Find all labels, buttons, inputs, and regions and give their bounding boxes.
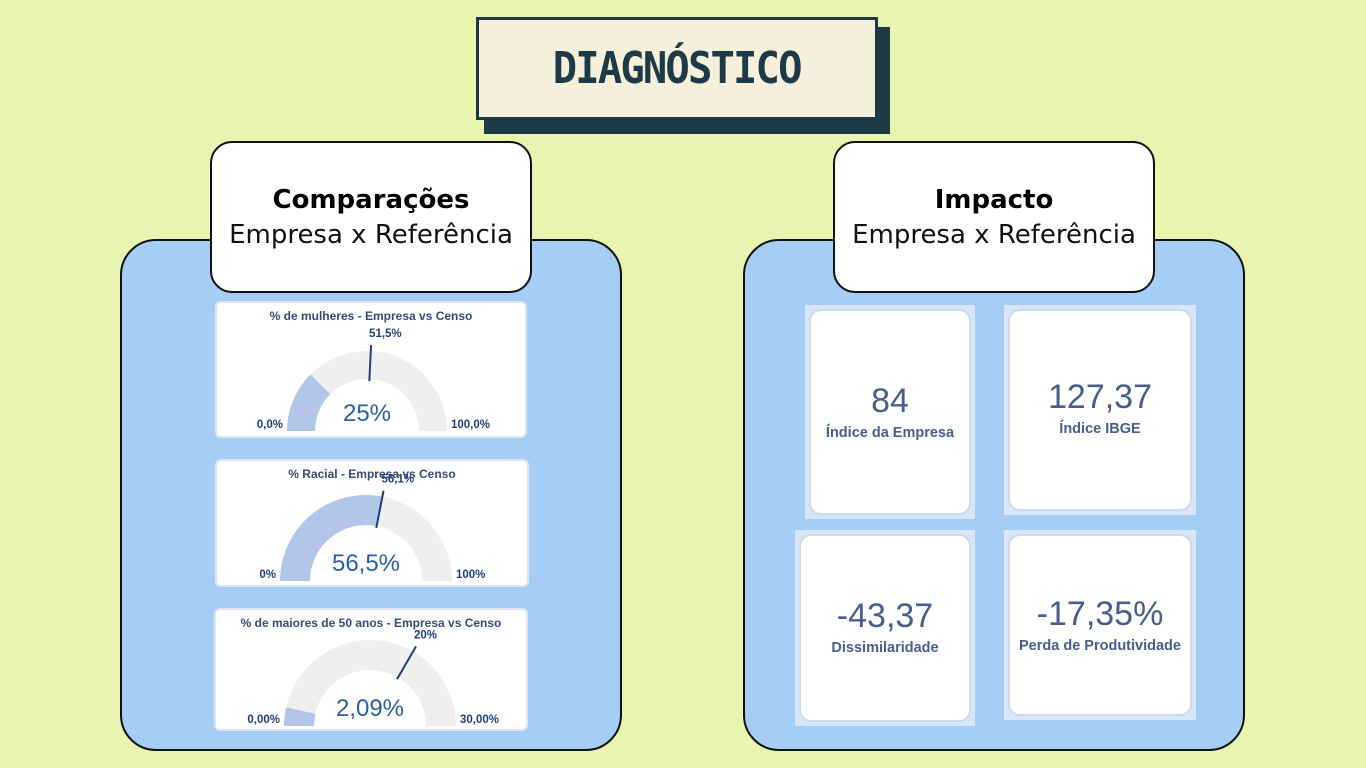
kpi-value: -17,35% [1036,595,1164,633]
impact-tab: Impacto Empresa x Referência [833,141,1155,293]
kpi-value: 127,37 [1048,378,1152,416]
gauge-min-label: 0,00% [247,714,280,726]
gauge-title: % de mulheres - Empresa vs Censo [269,309,473,323]
gauge-target-label: 51,5% [369,328,402,340]
gauge-target-line [396,645,417,680]
comparisons-subheading: Empresa x Referência [229,220,513,250]
gauge-card-women[interactable]: % de mulheres - Empresa vs Censo 51,5% 0… [215,301,527,438]
gauge-title: % Racial - Empresa vs Censo [288,467,456,481]
gauge-min-label: 0% [259,569,276,581]
gauge-center-value: 2,09% [336,695,404,722]
kpi-label: Índice da Empresa [825,425,955,441]
gauge-card-over50[interactable]: % de maiores de 50 anos - Empresa vs Cen… [214,608,528,731]
gauge-card-racial[interactable]: % Racial - Empresa vs Censo 56,1% 0% 100… [215,459,529,587]
gauge-value-arc [280,495,384,581]
kpi-card-company-index[interactable]: 84 Índice da Empresa [809,309,971,515]
kpi-card-productivity-loss[interactable]: -17,35% Perda de Produtividade [1008,534,1192,716]
gauge-value-arc [287,374,331,431]
kpi-value: -43,37 [836,597,934,635]
comparisons-heading: Comparações [272,185,470,215]
kpi-label: Índice IBGE [1059,421,1141,437]
impact-heading: Impacto [934,185,1054,215]
gauge-value-arc [284,707,316,726]
gauge-target-label: 56,1% [382,474,415,486]
gauge-chart: 51,5% 0,0% 100,0% 25% [257,328,490,431]
kpi-label: Perda de Produtividade [1019,638,1181,654]
comparisons-tab: Comparações Empresa x Referência [210,141,532,293]
gauge-center-value: 25% [343,400,391,427]
gauge-max-label: 30,00% [460,714,499,726]
page-title-box: DIAGNÓSTICO [476,17,878,120]
impact-subheading: Empresa x Referência [852,220,1136,250]
kpi-label: Dissimilaridade [831,640,939,656]
page-title: DIAGNÓSTICO [553,43,803,94]
kpi-value: 84 [871,382,909,420]
gauge-chart: 56,1% 0% 100% 56,5% [259,474,485,581]
gauge-title: % de maiores de 50 anos - Empresa vs Cen… [240,616,502,630]
gauge-track [284,640,456,726]
gauge-target-line [368,345,373,382]
kpi-card-dissimilarity[interactable]: -43,37 Dissimilaridade [799,534,971,722]
gauge-target-label: 20% [414,629,437,641]
gauge-track [287,351,447,431]
gauge-center-value: 56,5% [332,550,400,577]
kpi-card-ibge-index[interactable]: 127,37 Índice IBGE [1008,309,1192,511]
gauge-max-label: 100,0% [451,419,490,431]
gauge-max-label: 100% [456,569,485,581]
gauge-chart: 20% 0,00% 30,00% 2,09% [247,629,499,726]
gauge-target-line [375,490,385,529]
gauge-min-label: 0,0% [257,419,283,431]
